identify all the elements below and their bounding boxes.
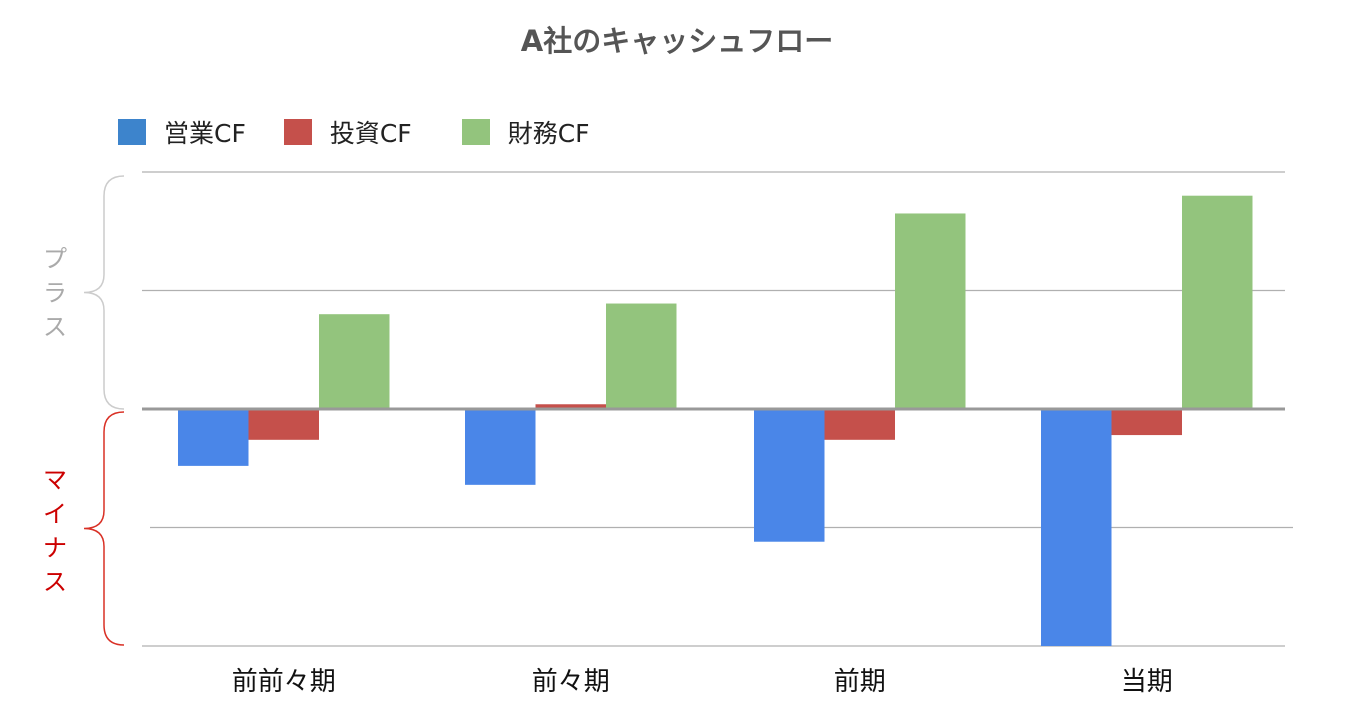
legend-swatch-investing — [283, 119, 312, 145]
bar-investing — [248, 409, 319, 440]
bar-financing — [319, 314, 390, 409]
legend-swatch-operating — [118, 119, 146, 145]
bar-operating — [1041, 409, 1112, 646]
chart-title: A社のキャッシュフロー — [520, 24, 834, 58]
bar-investing — [824, 409, 895, 440]
legend-swatch-financing — [461, 119, 490, 145]
bar-operating — [178, 409, 249, 466]
bar-operating — [754, 409, 825, 542]
x-tick-label: 前期 — [834, 667, 886, 697]
plus-label: プラス — [43, 245, 67, 341]
bar-investing — [535, 404, 606, 409]
legend-label-financing: 財務CF — [507, 119, 590, 148]
bar-financing — [606, 303, 677, 409]
legend-label-investing: 投資CF — [329, 119, 412, 148]
legend-label-operating: 営業CF — [164, 119, 246, 148]
x-tick-label: 前前々期 — [232, 667, 336, 697]
legend-item-operating: 営業CF — [118, 114, 246, 150]
bar-operating — [465, 409, 536, 485]
legend-item-investing: 投資CF — [283, 114, 412, 150]
x-tick-label: 前々期 — [532, 667, 610, 697]
bar-financing — [1182, 195, 1253, 409]
legend: 営業CF 投資CF 財務CF — [118, 114, 628, 150]
x-tick-label: 当期 — [1121, 667, 1173, 697]
minus-label: マイナス — [43, 466, 67, 596]
bar-financing — [895, 213, 966, 409]
minus-brace — [83, 411, 125, 646]
legend-item-financing: 財務CF — [461, 114, 590, 150]
plus-brace — [83, 175, 125, 410]
bar-investing — [1111, 409, 1182, 436]
